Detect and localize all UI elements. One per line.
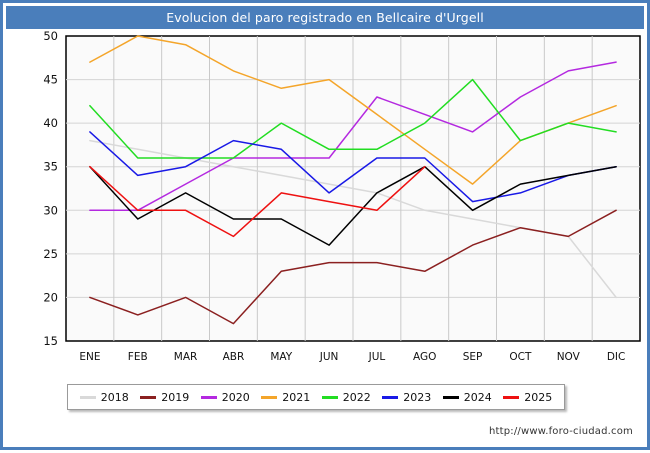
y-axis-tick-label: 35 — [43, 160, 58, 174]
legend-item-label: 2023 — [403, 390, 432, 404]
chart-legend: 2018 2019 2020 2021 2022 2023 2024 2025 — [67, 384, 565, 410]
x-axis-tick-label: OCT — [509, 351, 532, 363]
legend-item-label: 2018 — [100, 390, 129, 404]
x-axis-tick-label: FEB — [128, 351, 148, 363]
chart-area: 15 20 25 30 35 40 45 50 ENE FEB MAR ABR MAY JUN JUL AG… — [3, 29, 650, 453]
x-axis-ticks: ENE FEB MAR ABR MAY JUN JUL AGO SEP OCT NOV DIC — [79, 351, 625, 363]
series-line-2022 — [89, 78, 617, 159]
x-axis-tick-label: MAY — [270, 351, 292, 363]
x-axis-tick-label: JUN — [319, 351, 339, 363]
y-axis-ticks: 15 20 25 30 35 40 45 50 — [43, 29, 58, 348]
page-title: Evolucion del paro registrado en Bellcai… — [166, 10, 484, 25]
legend-item-2019[interactable]: 2019 — [140, 391, 189, 404]
series-line-2019 — [89, 209, 617, 325]
legend-item-2018[interactable]: 2018 — [79, 390, 129, 404]
data-series-layer — [89, 35, 617, 325]
window-title-bar: Evolucion del paro registrado en Bellcai… — [6, 6, 644, 29]
series-line-2023 — [89, 131, 617, 203]
x-axis-tick-label: SEP — [463, 351, 483, 363]
series-line-2024 — [89, 165, 617, 246]
legend-item-2021[interactable]: 2021 — [261, 391, 310, 404]
y-axis-tick-label: 45 — [43, 73, 58, 87]
y-axis-tick-label: 25 — [43, 247, 58, 261]
y-axis-tick-label: 50 — [43, 29, 58, 43]
legend-item-2020[interactable]: 2020 — [200, 390, 250, 404]
legend-item-label: 2021 — [282, 390, 311, 404]
legend-item-2023[interactable]: 2023 — [382, 391, 431, 404]
legend-color-swatch — [140, 395, 157, 399]
source-url: http://www.foro-ciudad.com — [488, 426, 633, 437]
legend-color-swatch — [442, 395, 459, 399]
legend-item-2022[interactable]: 2022 — [321, 390, 371, 404]
legend-item-label: 2024 — [463, 390, 492, 404]
legend-color-swatch — [261, 395, 278, 399]
series-line-2025 — [89, 165, 426, 238]
legend-item-label: 2020 — [221, 390, 250, 404]
legend-color-swatch — [79, 395, 96, 399]
legend-item-label: 2022 — [342, 390, 371, 404]
legend-item-2025[interactable]: 2025 — [503, 391, 552, 404]
x-axis-tick-label: JUL — [368, 351, 386, 363]
x-axis-tick-label: ABR — [223, 351, 245, 363]
x-axis-tick-label: AGO — [413, 351, 436, 363]
gridlines — [66, 36, 640, 341]
legend-color-swatch — [200, 395, 217, 399]
y-axis-tick-label: 40 — [43, 116, 58, 130]
legend-color-swatch — [321, 395, 338, 399]
y-axis-tick-label: 15 — [43, 334, 58, 348]
y-axis-tick-label: 30 — [43, 203, 58, 217]
legend-color-swatch — [503, 395, 520, 399]
legend-item-2024[interactable]: 2024 — [442, 390, 492, 404]
legend-item-label: 2019 — [161, 390, 190, 404]
legend-color-swatch — [382, 395, 399, 399]
legend-item-label: 2025 — [524, 390, 553, 404]
x-axis-tick-label: MAR — [174, 351, 198, 363]
x-axis-tick-label: ENE — [79, 351, 100, 363]
y-axis-tick-label: 20 — [43, 290, 58, 304]
x-axis-tick-label: NOV — [557, 351, 581, 363]
x-axis-tick-label: DIC — [607, 351, 626, 363]
line-chart-svg: 15 20 25 30 35 40 45 50 ENE FEB MAR ABR MAY JUN JUL AG… — [43, 29, 641, 363]
series-line-2020 — [89, 61, 617, 212]
